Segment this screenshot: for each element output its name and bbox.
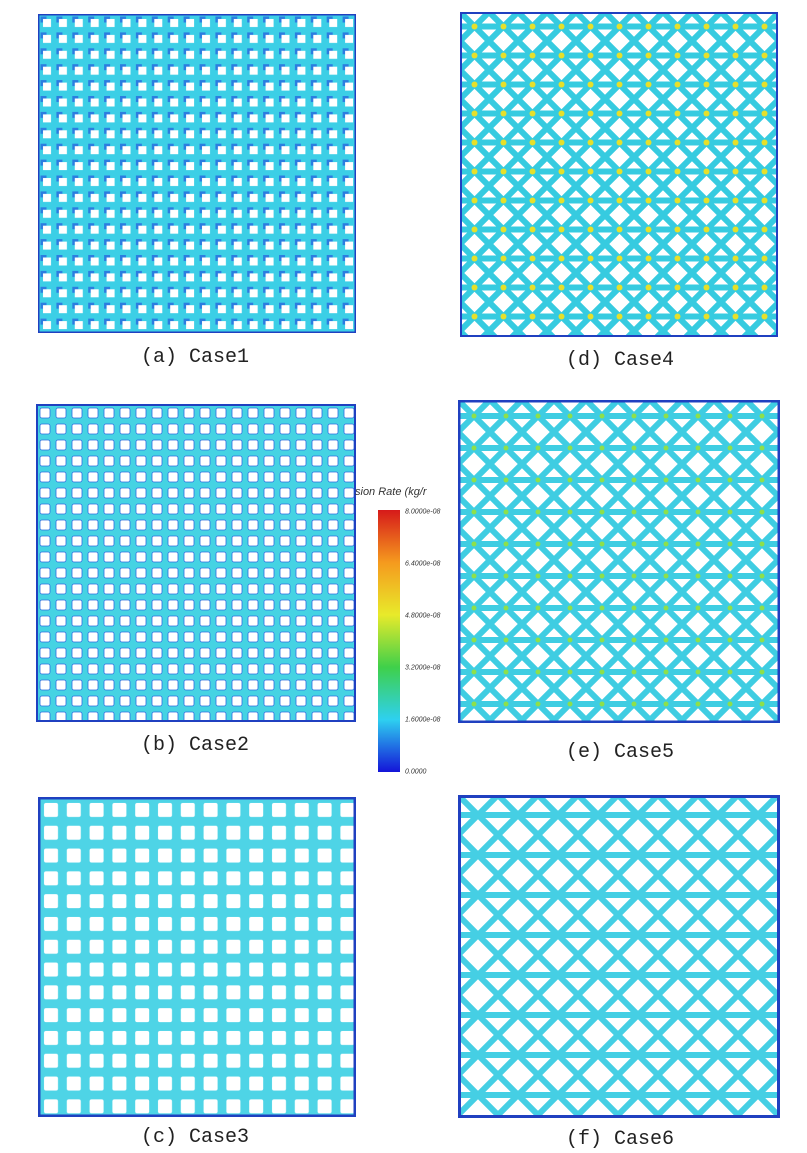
- panel-image: [38, 797, 356, 1117]
- caption: (a) Case1: [140, 346, 250, 369]
- colorbar-label: 1.6000e-08: [405, 716, 441, 724]
- colorbar: [378, 510, 400, 772]
- colorbar-label: 8.0000e-08: [405, 508, 441, 516]
- colorbar-label: 6.4000e-08: [405, 560, 441, 568]
- panel-image: [460, 12, 778, 337]
- colorbar-label: 4.8000e-08: [405, 612, 441, 620]
- caption: (c) Case3: [140, 1126, 250, 1149]
- colorbar-label: 0.0000: [405, 768, 427, 776]
- colorbar-title: sion Rate (kg/r: [355, 486, 427, 498]
- panel-image: [458, 795, 780, 1118]
- colorbar-label: 3.2000e-08: [405, 664, 441, 672]
- caption: (b) Case2: [140, 734, 250, 757]
- panel-image: [38, 14, 356, 333]
- caption: (d) Case4: [565, 349, 675, 372]
- caption: (e) Case5: [565, 741, 675, 764]
- panel-image: [458, 400, 780, 723]
- panel-image: [36, 404, 356, 722]
- caption: (f) Case6: [565, 1128, 675, 1151]
